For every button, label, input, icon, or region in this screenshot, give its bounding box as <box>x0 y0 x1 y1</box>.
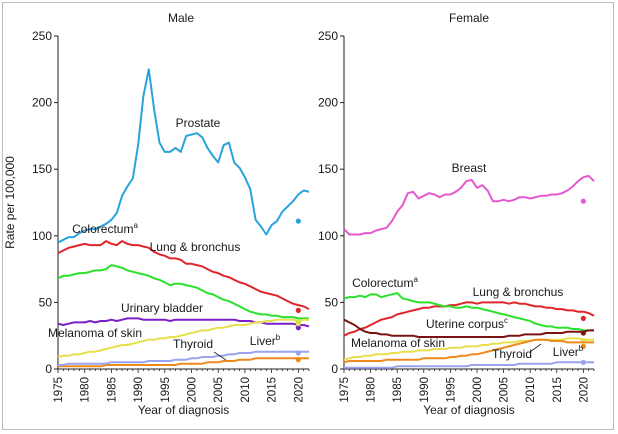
series-line-melanoma-of-skin <box>343 337 594 361</box>
series-label: Thyroid <box>492 347 532 361</box>
series-line-lung-bronchus <box>57 240 310 310</box>
x-tick-label: 2020 <box>293 377 305 403</box>
y-tick-label: 0 <box>45 362 52 376</box>
series-label: Uterine corpusc <box>426 316 508 331</box>
x-tick-label: 1975 <box>339 377 351 403</box>
y-tick-label: 100 <box>32 229 52 243</box>
series-line-thyroid <box>58 357 309 368</box>
y-tick-label: 100 <box>318 229 338 243</box>
x-axis-label: Year of diagnosis <box>138 403 230 417</box>
y-tick-label: 250 <box>318 29 338 43</box>
y-tick-label: 250 <box>32 29 52 43</box>
series-label: Thyroid <box>173 337 213 351</box>
series-label: Colorectuma <box>352 275 418 290</box>
series-point-2020 <box>580 315 586 321</box>
y-tick-label: 50 <box>39 295 53 309</box>
x-tick-label: 1990 <box>419 377 431 403</box>
label-leader-line <box>529 343 542 353</box>
panel-title: Female <box>449 11 489 25</box>
x-tick-label: 2015 <box>552 377 564 403</box>
chart-panel-female: Female 0 50 100 150 200 250 1975 1980 1985 1990 199… <box>318 11 595 417</box>
series-line-uterine-corpus <box>343 318 594 338</box>
x-tick-label: 2010 <box>525 377 537 403</box>
y-tick-label: 200 <box>32 96 52 110</box>
series-line-lung-bronchus <box>343 301 595 337</box>
y-tick-label: 50 <box>325 295 339 309</box>
label-leader-line <box>213 351 227 361</box>
x-tick-label: 1985 <box>106 377 118 403</box>
series-point-2020 <box>580 330 586 336</box>
x-tick-label: 2000 <box>187 377 199 403</box>
series-line-colorectum <box>343 292 594 332</box>
series-line-thyroid <box>343 338 594 364</box>
series-line-prostate <box>57 68 310 244</box>
x-tick-label: 1995 <box>160 377 172 403</box>
series-line-melanoma-of-skin <box>57 318 309 358</box>
series-point-2020 <box>295 350 301 356</box>
series-point-2020 <box>580 359 586 365</box>
series-line-breast <box>343 174 595 236</box>
series-label: Liverb <box>250 333 281 348</box>
panel-title: Male <box>168 11 194 25</box>
series-point-2020 <box>295 357 301 363</box>
x-tick-label: 1990 <box>133 377 145 403</box>
series-point-2020 <box>295 307 301 313</box>
x-tick-label: 1980 <box>366 377 378 403</box>
x-tick-label: 2000 <box>472 377 484 403</box>
series-label: Lung & bronchus <box>150 240 241 254</box>
x-tick-label: 1980 <box>80 377 92 403</box>
series-label: Colorectuma <box>72 221 138 236</box>
y-tick-label: 150 <box>32 162 52 176</box>
chart-panel-male: Male 0 50 100 150 200 250 1975 1980 1985 1990 1995 2… <box>3 11 310 417</box>
y-axis-label: Rate per 100,000 <box>3 156 17 249</box>
x-tick-label: 1975 <box>53 377 65 403</box>
series-label: Urinary bladder <box>121 301 203 315</box>
y-tick-label: 200 <box>318 96 338 110</box>
x-tick-label: 2020 <box>578 377 590 403</box>
x-tick-label: 2015 <box>267 377 279 403</box>
series-label: Breast <box>452 161 487 175</box>
y-tick-label: 150 <box>318 162 338 176</box>
x-tick-label: 2005 <box>213 377 225 403</box>
series-point-2020 <box>580 198 586 204</box>
series-line-colorectum <box>57 264 309 320</box>
series-label: Prostate <box>176 116 221 130</box>
series-label: Liverb <box>553 344 584 359</box>
x-axis-label: Year of diagnosis <box>423 403 515 417</box>
series-line-liver <box>58 350 309 366</box>
x-tick-label: 1995 <box>445 377 457 403</box>
x-tick-label: 2010 <box>240 377 252 403</box>
series-point-2020 <box>580 343 586 349</box>
series-label: Lung & bronchus <box>473 285 564 299</box>
y-tick-label: 0 <box>331 362 338 376</box>
series-line-urinary-bladder <box>57 317 310 328</box>
x-tick-label: 1985 <box>392 377 404 403</box>
series-point-2020 <box>295 218 301 224</box>
series-label: Melanoma of skin <box>48 326 142 340</box>
x-tick-label: 2005 <box>499 377 511 403</box>
series-line-liver <box>344 361 594 369</box>
series-label: Melanoma of skin <box>351 336 445 350</box>
series-point-2020 <box>295 321 301 327</box>
series-point-2020 <box>295 325 301 331</box>
